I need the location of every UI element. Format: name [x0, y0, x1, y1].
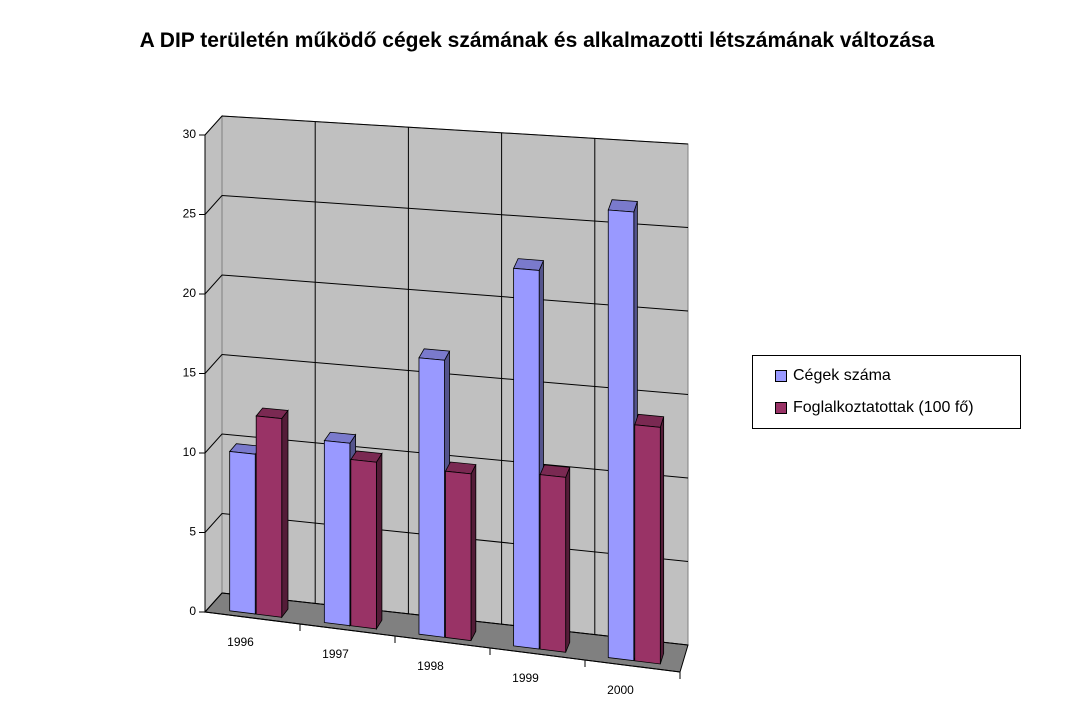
bar	[539, 464, 571, 653]
legend-item: Cégek száma	[775, 367, 891, 385]
x-tick-label: 1997	[322, 647, 349, 661]
y-tick-label: 0	[189, 604, 196, 618]
bar	[634, 413, 665, 665]
bar-front	[229, 451, 256, 615]
bar-side	[565, 467, 571, 653]
y-tick-label: 25	[183, 207, 197, 221]
legend-item: Foglalkoztatottak (100 fő)	[775, 399, 974, 417]
bar-front	[323, 440, 351, 627]
bar-front	[418, 357, 445, 638]
bar-front	[350, 459, 377, 630]
bar-front	[445, 470, 472, 642]
bar-front	[513, 267, 540, 650]
legend-swatch	[775, 402, 787, 414]
bar-side	[470, 464, 477, 641]
y-tick-label: 5	[189, 525, 196, 539]
legend-label: Cégek száma	[793, 367, 891, 384]
y-tick-label: 30	[183, 127, 197, 141]
grid-line	[204, 194, 689, 228]
legend-swatch	[775, 370, 787, 382]
bar	[255, 407, 289, 619]
x-axis	[204, 611, 681, 673]
bar-front	[539, 474, 567, 653]
bar	[350, 450, 383, 631]
grid-line	[204, 115, 689, 145]
bar-front	[607, 209, 635, 662]
bar	[418, 348, 451, 638]
y-tick-label: 20	[183, 286, 197, 300]
bar	[444, 461, 477, 642]
bar	[607, 199, 638, 662]
bar-side	[375, 452, 383, 631]
x-tick-label: 1999	[512, 671, 539, 685]
x-tick-label: 1996	[227, 635, 254, 649]
legend: Cégek száma Foglalkoztatottak (100 fő)	[752, 355, 1021, 429]
chart-title: A DIP területén működő cégek számának és…	[139, 29, 935, 52]
legend-label: Foglalkoztatottak (100 fő)	[793, 399, 974, 416]
x-tick-label: 2000	[607, 683, 634, 697]
bar-side	[659, 416, 665, 665]
bar	[513, 258, 545, 650]
bar-side	[281, 409, 289, 619]
bar-front	[255, 415, 283, 618]
bar-front	[634, 424, 661, 665]
y-tick-label: 10	[183, 445, 197, 459]
x-tick-label: 1998	[417, 659, 444, 673]
y-tick-label: 15	[183, 366, 197, 380]
